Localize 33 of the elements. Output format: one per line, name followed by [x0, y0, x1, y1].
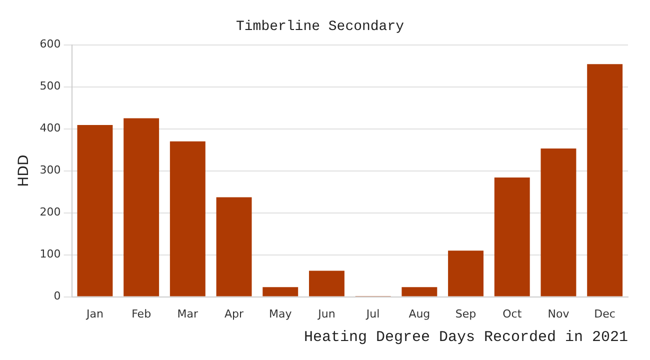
y-tick-label: 0 — [54, 290, 61, 303]
x-tick-label: Nov — [548, 307, 570, 320]
x-tick-label: Dec — [594, 307, 616, 320]
y-tick-label: 500 — [40, 80, 61, 93]
x-tick-label: Jan — [85, 307, 104, 320]
bar — [448, 250, 484, 296]
bar — [540, 148, 576, 296]
x-tick-label: May — [268, 307, 292, 320]
bar — [308, 270, 344, 296]
x-tick-label: Jul — [365, 307, 380, 320]
chart-title: Timberline Secondary — [236, 19, 404, 36]
bar — [216, 197, 252, 296]
y-tick-label: 200 — [40, 206, 61, 219]
x-tick-label: Jun — [317, 307, 336, 320]
x-tick-label: Aug — [408, 307, 430, 320]
x-tick-label: Sep — [455, 307, 476, 320]
bar — [587, 64, 623, 296]
bar — [77, 125, 113, 296]
y-tick-label: 600 — [40, 38, 61, 51]
x-tick-label: Mar — [177, 307, 199, 320]
y-tick-label: 300 — [40, 164, 61, 177]
bar — [262, 287, 298, 296]
bar — [124, 118, 160, 296]
bar — [170, 141, 206, 296]
x-tick-label: Apr — [224, 307, 244, 320]
y-tick-label: 100 — [40, 248, 61, 261]
x-tick-label: Feb — [132, 307, 152, 320]
bar — [402, 287, 438, 296]
y-axis-title: HDD — [16, 154, 32, 187]
x-tick-label: Oct — [502, 307, 522, 320]
y-tick-label: 400 — [40, 122, 61, 135]
x-axis-title: Heating Degree Days Recorded in 2021 — [304, 328, 628, 346]
bar — [494, 178, 530, 296]
